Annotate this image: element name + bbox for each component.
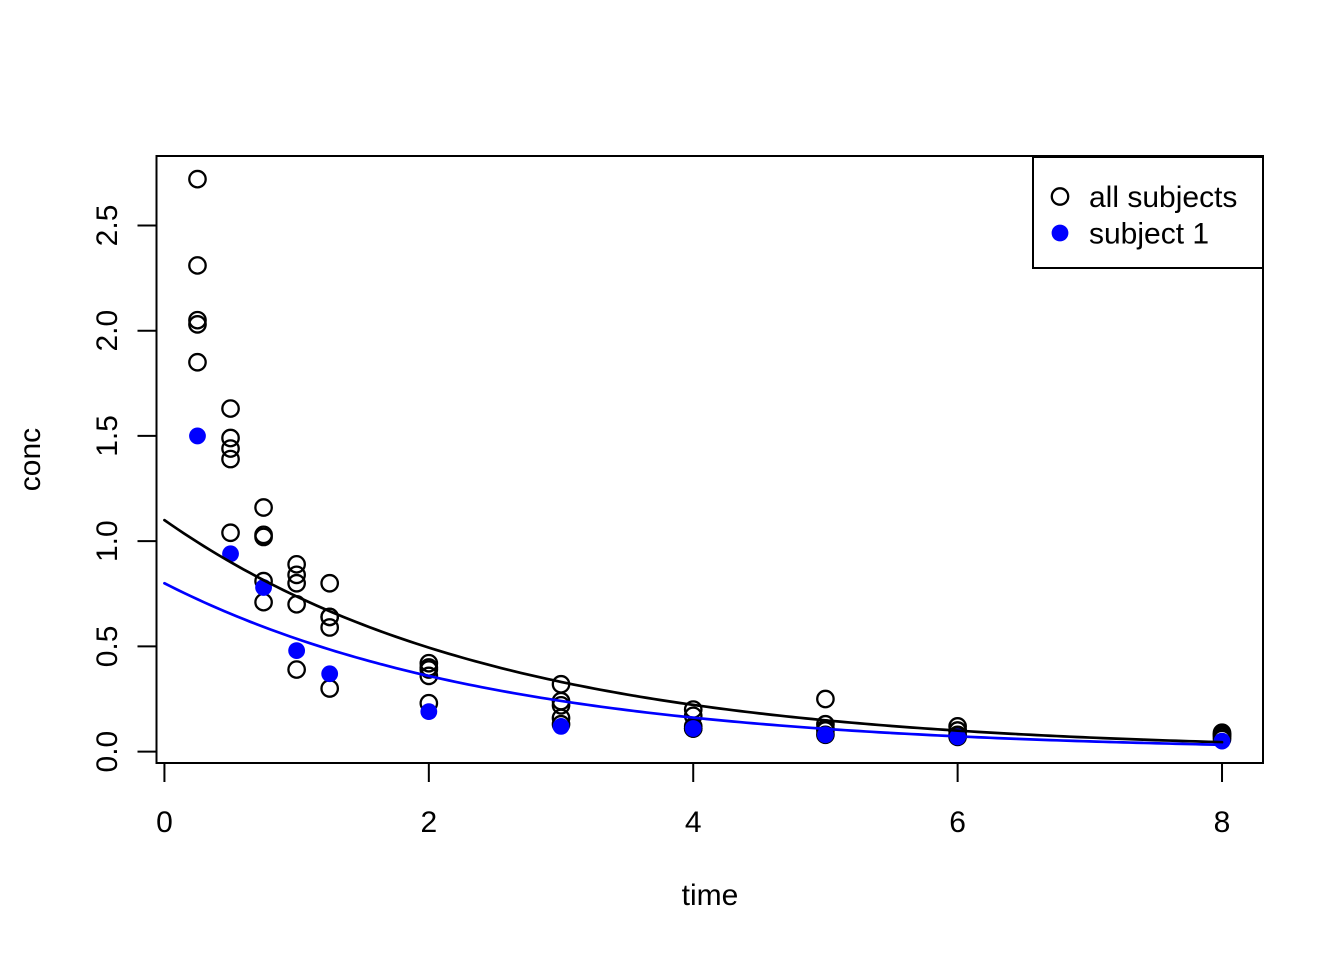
data-point-open [287, 573, 306, 593]
data-point-filled [552, 717, 570, 735]
data-point-filled [684, 720, 702, 737]
data-point-open [816, 689, 835, 709]
fit-curve [163, 581, 1224, 747]
data-point-open [254, 498, 273, 517]
x-tick-label: 6 [949, 806, 966, 839]
legend: all subjects subject 1 [1032, 156, 1264, 269]
data-point-open [419, 666, 439, 686]
data-point-open [287, 554, 306, 574]
x-tick-label: 2 [420, 806, 437, 839]
data-point-filled [321, 665, 339, 683]
data-point-open [320, 618, 340, 637]
y-tick-label: 1.5 [91, 415, 124, 457]
data-point-open [287, 565, 306, 585]
data-point-filled [420, 703, 438, 721]
legend-label-all-subjects: all subjects [1089, 181, 1237, 214]
data-point-open [221, 428, 240, 448]
data-point-open [320, 607, 340, 627]
x-tick-label: 8 [1214, 806, 1231, 839]
x-tick-label: 0 [156, 806, 173, 839]
data-point-open [254, 525, 273, 545]
x-axis-title: time [682, 879, 739, 912]
fit-curves [163, 518, 1224, 747]
data-point-open [188, 310, 207, 330]
data-point-open [419, 653, 439, 673]
plot-box [155, 155, 1264, 764]
y-tick-label: 2.5 [91, 205, 124, 247]
legend-open-circle-icon [1050, 187, 1070, 206]
data-point-filled [189, 427, 206, 445]
data-point-filled [222, 545, 239, 563]
data-point-filled [817, 726, 834, 744]
data-point-open [320, 573, 340, 593]
y-tick-label: 0.0 [91, 731, 124, 773]
fit-curve [163, 518, 1224, 744]
data-point-open [188, 352, 207, 372]
data-point-open [287, 660, 306, 679]
y-axis-title: conc [14, 428, 47, 491]
x-tick-label: 4 [685, 806, 702, 839]
legend-filled-circle-icon [1051, 224, 1069, 242]
y-tick-label: 0.5 [91, 626, 124, 668]
data-point-open [221, 439, 240, 458]
legend-label-subject-1: subject 1 [1089, 218, 1209, 251]
y-tick-label: 1.0 [91, 520, 124, 562]
data-point-open [188, 256, 207, 275]
x-axis: 0 2 4 6 8 [156, 763, 1230, 839]
data-point-open [221, 449, 240, 469]
data-point-open [188, 169, 207, 189]
data-point-filled [288, 642, 306, 660]
data-point-open [221, 523, 240, 543]
y-tick-label: 2.0 [91, 310, 124, 352]
data-point-open [221, 399, 240, 418]
legend-box [1032, 156, 1264, 269]
y-axis: 0.0 0.5 1.0 1.5 2.0 2.5 [91, 205, 157, 773]
